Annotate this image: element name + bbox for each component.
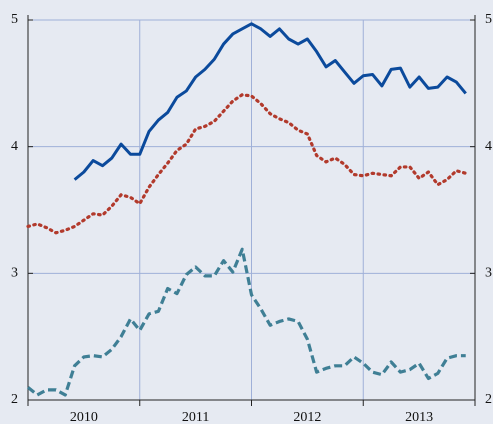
y-tick-label: 3 [11,266,18,281]
x-tick-label: 2012 [293,410,321,424]
x-tick-label: 2013 [405,410,433,424]
y-tick-label-right: 2 [485,392,492,407]
y-tick-label-right: 4 [485,139,492,154]
y-tick-label-right: 5 [485,12,492,27]
y-tick-label: 5 [11,12,18,27]
series-line [26,93,468,235]
y-tick-label-right: 3 [485,266,492,281]
x-tick-label: 2010 [70,410,98,424]
series-line [26,247,466,397]
y-tick-label: 4 [11,139,18,154]
series-line [73,22,467,181]
y-tick-label: 2 [11,392,18,407]
x-tick-label: 2011 [182,410,209,424]
